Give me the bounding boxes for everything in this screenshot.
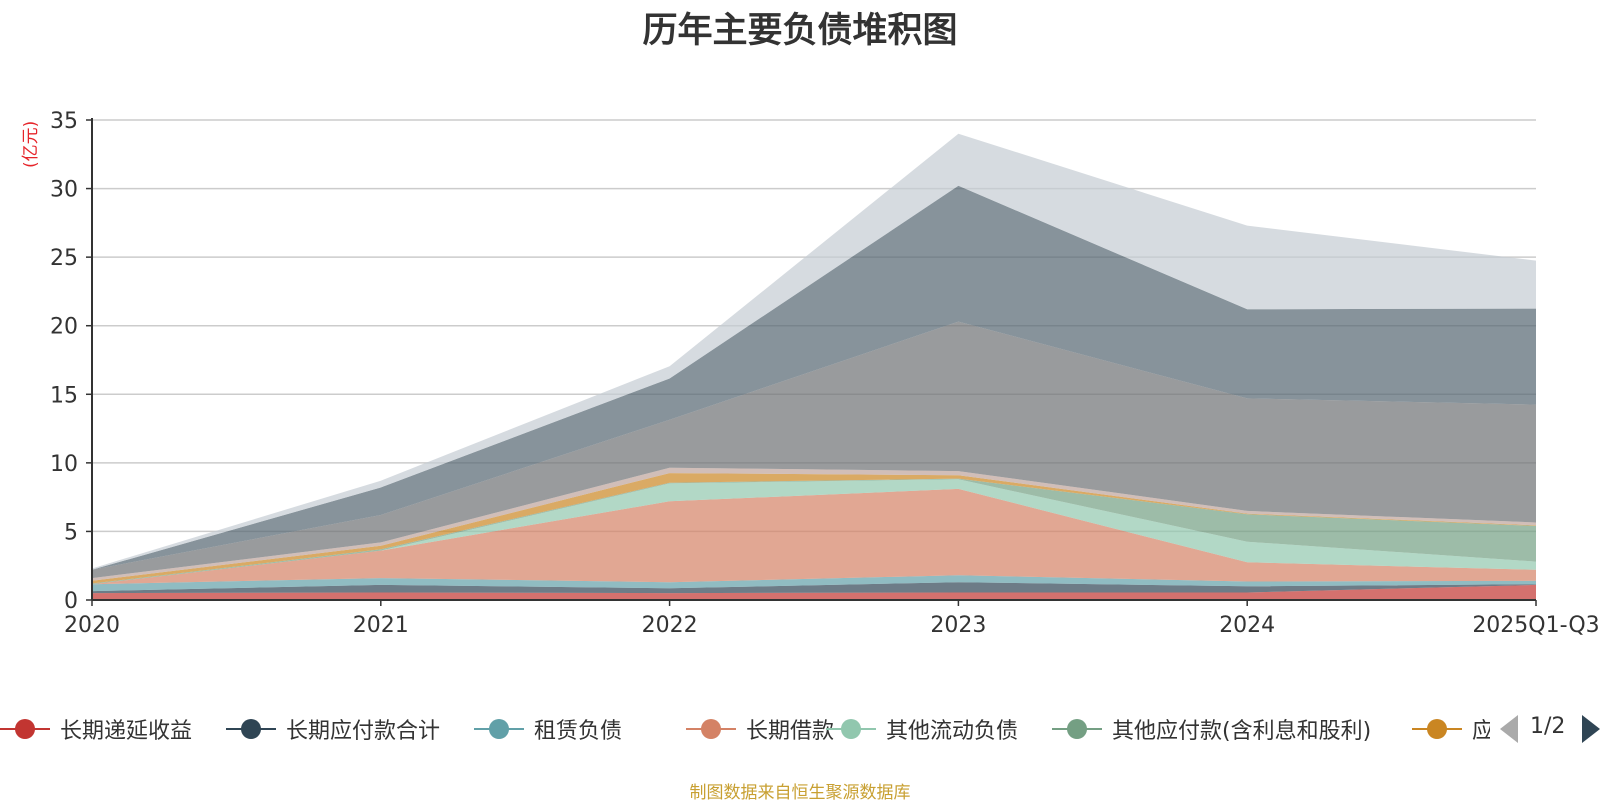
legend-marker-icon <box>0 712 50 746</box>
y-tick-label: 0 <box>64 589 78 614</box>
data-source-note: 制图数据来自恒生聚源数据库 <box>689 783 911 803</box>
x-tick-label: 2021 <box>353 613 409 638</box>
area-series-1[interactable] <box>92 582 1536 594</box>
y-tick-label: 5 <box>64 520 78 545</box>
legend-marker-icon <box>1412 712 1462 746</box>
x-tick-label: 2023 <box>930 613 986 638</box>
legend-label: 长期应付款合计 <box>286 719 441 744</box>
legend-pager: 1/2 <box>1500 712 1600 746</box>
legend-label: 其他应付款(含利息和股利) <box>1112 719 1372 744</box>
y-tick-label: 10 <box>50 452 78 477</box>
legend-marker-icon <box>826 712 876 746</box>
legend-item[interactable]: 长期应付款合计 <box>226 712 440 746</box>
area-series-5[interactable] <box>92 478 1536 585</box>
area-series-2[interactable] <box>92 575 1536 592</box>
legend-label: 其他流动负债 <box>886 719 1019 744</box>
area-series-10[interactable] <box>92 133 1536 570</box>
legend-item[interactable]: 长期递延收益 <box>0 712 192 746</box>
legend: 长期递延收益 长期应付款合计 租赁负债 长期借款 其他流动负债 其他应付款(含利息和股利)… <box>0 712 1490 746</box>
legend-label: 应付职工薪酬 <box>1472 719 1490 744</box>
x-tick-label: 2022 <box>642 613 698 638</box>
legend-label: 长期借款 <box>746 719 835 744</box>
legend-label: 租赁负债 <box>534 719 623 744</box>
legend-page-indicator: 1/2 <box>1530 714 1566 739</box>
x-tick-label: 2025Q1-Q3 <box>1472 613 1599 638</box>
area-series-3[interactable] <box>92 488 1536 585</box>
x-tick-label: 2020 <box>64 613 120 638</box>
area-series-0[interactable] <box>92 584 1536 600</box>
y-tick-label: 25 <box>50 246 78 271</box>
legend-next-page-icon[interactable] <box>1582 715 1600 743</box>
y-tick-label: 30 <box>50 178 78 203</box>
x-tick-label: 2024 <box>1219 613 1275 638</box>
legend-item[interactable]: 长期借款 <box>686 712 834 746</box>
legend-item[interactable]: 其他流动负债 <box>826 712 1018 746</box>
legend-marker-icon <box>474 712 524 746</box>
legend-item[interactable]: 应付职工薪酬 <box>1412 712 1490 746</box>
chart-title: 历年主要负债堆积图 <box>642 11 958 51</box>
area-series-8[interactable] <box>92 321 1536 579</box>
legend-prev-page-icon[interactable] <box>1500 715 1518 743</box>
area-series-9[interactable] <box>92 185 1536 570</box>
y-tick-label: 20 <box>50 315 78 340</box>
legend-label: 长期递延收益 <box>60 719 193 744</box>
legend-marker-icon <box>1052 712 1102 746</box>
legend-marker-icon <box>226 712 276 746</box>
legend-item[interactable]: 其他应付款(含利息和股利) <box>1052 712 1371 746</box>
axes: 0 5 10 15 20 25 30 35 2020 2021 2022 2023 2024 2025Q1… <box>50 109 1600 638</box>
legend-item[interactable]: 租赁负债 <box>474 712 622 746</box>
legend-marker-icon <box>686 712 736 746</box>
y-tick-label: 35 <box>50 109 78 134</box>
area-series <box>92 133 1536 600</box>
y-tick-label: 15 <box>50 383 78 408</box>
